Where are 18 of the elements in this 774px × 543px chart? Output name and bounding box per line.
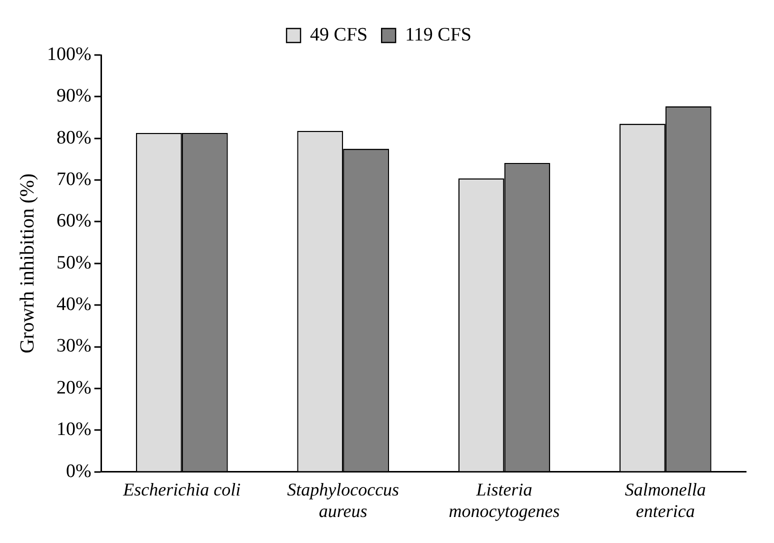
x-tick-label: Salmonella enterica xyxy=(624,479,706,521)
legend-label: 49 CFS xyxy=(310,24,368,46)
y-axis-title: Growrh inhibition (%) xyxy=(16,173,38,354)
y-tick-label: 40% xyxy=(56,294,92,316)
y-tick-label: 80% xyxy=(56,127,92,148)
y-tick-label: 60% xyxy=(56,210,92,232)
x-tick-label: Staphylococcus aureus xyxy=(287,479,400,521)
legend-label: 119 CFS xyxy=(405,24,472,46)
y-tick-label: 0% xyxy=(66,460,92,482)
x-tick-label: Escherichia coli xyxy=(122,479,241,500)
y-tick-label: 20% xyxy=(56,377,92,398)
y-tick-label: 100% xyxy=(47,44,92,65)
x-tick-label: Listeria monocytogenes xyxy=(448,479,560,521)
y-tick-label: 10% xyxy=(56,419,92,440)
y-tick-label: 30% xyxy=(56,336,92,357)
y-tick-label: 50% xyxy=(56,252,92,274)
y-tick-label: 70% xyxy=(56,169,92,190)
y-tick-label: 90% xyxy=(56,86,92,107)
